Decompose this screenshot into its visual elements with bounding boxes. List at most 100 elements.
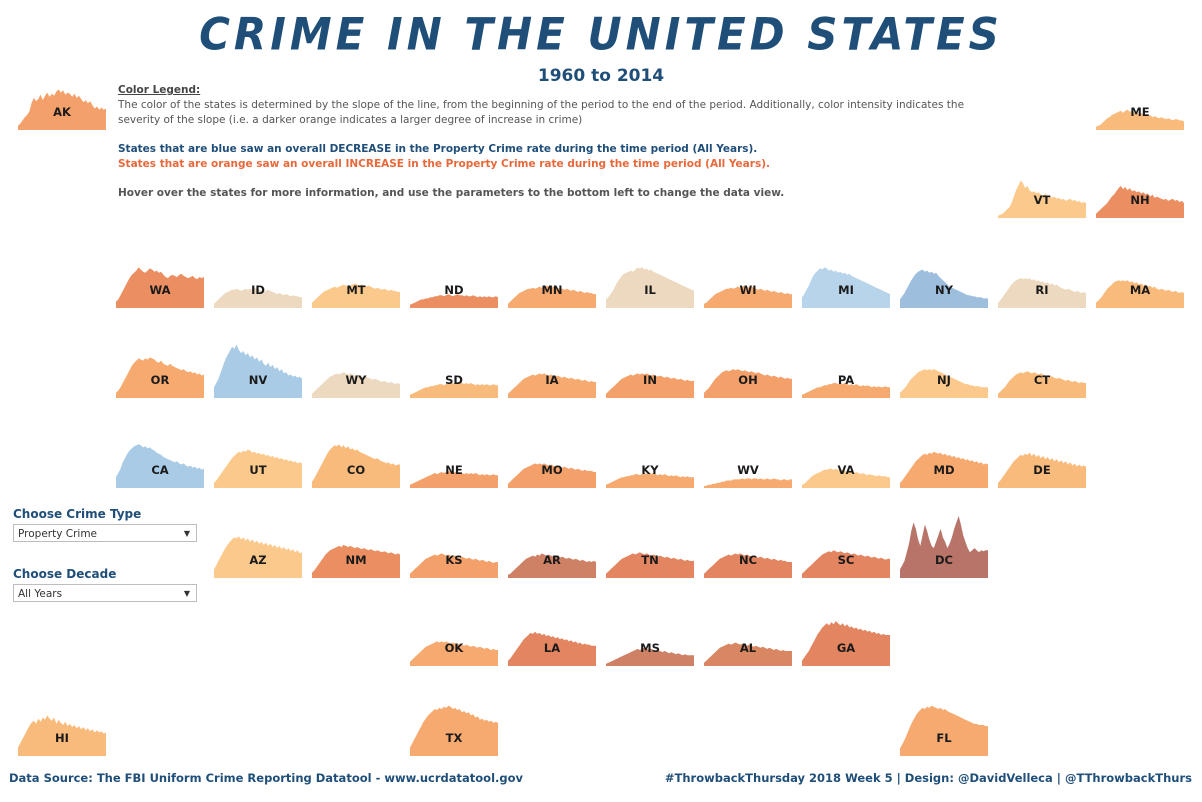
state-area-fl[interactable] <box>900 705 988 756</box>
state-tile-ia[interactable]: IA <box>508 373 596 398</box>
state-tile-tn[interactable]: TN <box>606 552 694 578</box>
state-tile-la[interactable]: LA <box>508 631 596 666</box>
state-tile-hi[interactable]: HI <box>18 715 106 756</box>
state-tile-mo[interactable]: MO <box>508 463 596 488</box>
state-area-mt[interactable] <box>312 283 400 308</box>
state-tile-ny[interactable]: NY <box>900 269 988 309</box>
state-area-nv[interactable] <box>214 344 302 398</box>
state-tile-ks[interactable]: KS <box>410 553 498 578</box>
state-tile-ms[interactable]: MS <box>606 641 694 666</box>
state-area-vt[interactable] <box>998 180 1086 218</box>
state-tile-mi[interactable]: MI <box>802 267 890 308</box>
state-tile-nh[interactable]: NH <box>1096 185 1184 218</box>
state-tile-nd[interactable]: ND <box>410 283 498 308</box>
state-area-in[interactable] <box>606 373 694 398</box>
state-area-ok[interactable] <box>410 641 498 666</box>
state-tile-md[interactable]: MD <box>900 451 988 488</box>
state-area-nh[interactable] <box>1096 185 1184 218</box>
state-tile-wi[interactable]: WI <box>704 283 792 308</box>
state-tile-sc[interactable]: SC <box>802 550 890 578</box>
state-tile-id[interactable]: ID <box>214 283 302 308</box>
state-area-mi[interactable] <box>802 267 890 308</box>
state-area-or[interactable] <box>116 357 204 398</box>
state-area-ct[interactable] <box>998 371 1086 398</box>
state-area-tx[interactable] <box>410 705 498 756</box>
state-area-de[interactable] <box>998 452 1086 488</box>
state-area-sd[interactable] <box>410 382 498 398</box>
state-area-sc[interactable] <box>802 550 890 578</box>
state-area-mo[interactable] <box>508 463 596 488</box>
crime-type-select[interactable]: Property Crime ▼ <box>13 524 197 542</box>
state-tile-ky[interactable]: KY <box>606 463 694 488</box>
state-area-oh[interactable] <box>704 369 792 398</box>
state-tile-nc[interactable]: NC <box>704 553 792 578</box>
state-area-ne[interactable] <box>410 470 498 488</box>
state-tile-ct[interactable]: CT <box>998 371 1086 398</box>
state-area-ar[interactable] <box>508 553 596 578</box>
state-tile-nj[interactable]: NJ <box>900 369 988 398</box>
state-area-wv[interactable] <box>704 478 792 488</box>
state-area-az[interactable] <box>214 536 302 578</box>
state-area-ma[interactable] <box>1096 280 1184 308</box>
state-area-ga[interactable] <box>802 621 890 666</box>
state-area-ri[interactable] <box>998 278 1086 308</box>
state-tile-mt[interactable]: MT <box>312 283 400 308</box>
state-area-ks[interactable] <box>410 553 498 578</box>
state-tile-pa[interactable]: PA <box>802 373 890 398</box>
state-tile-in[interactable]: IN <box>606 373 694 398</box>
state-tile-ar[interactable]: AR <box>508 553 596 578</box>
state-area-id[interactable] <box>214 287 302 308</box>
state-area-ut[interactable] <box>214 449 302 489</box>
state-tile-nv[interactable]: NV <box>214 344 302 398</box>
state-tile-tx[interactable]: TX <box>410 705 498 756</box>
state-tile-ak[interactable]: AK <box>18 89 106 130</box>
state-tile-ut[interactable]: UT <box>214 449 302 489</box>
state-tile-va[interactable]: VA <box>802 463 890 488</box>
state-area-pa[interactable] <box>802 383 890 398</box>
state-tile-ne[interactable]: NE <box>410 463 498 488</box>
state-tile-de[interactable]: DE <box>998 452 1086 488</box>
state-area-tn[interactable] <box>606 552 694 578</box>
state-tile-ca[interactable]: CA <box>116 444 204 488</box>
state-area-ky[interactable] <box>606 473 694 488</box>
state-area-me[interactable] <box>1096 109 1184 130</box>
state-area-la[interactable] <box>508 631 596 666</box>
decade-select[interactable]: All Years ▼ <box>13 584 197 602</box>
state-area-al[interactable] <box>704 642 792 667</box>
state-tile-il[interactable]: IL <box>606 267 694 308</box>
state-area-wy[interactable] <box>312 372 400 398</box>
state-tile-az[interactable]: AZ <box>214 536 302 578</box>
state-tile-me[interactable]: ME <box>1096 105 1184 130</box>
state-area-il[interactable] <box>606 267 694 308</box>
state-area-md[interactable] <box>900 451 988 488</box>
state-area-ny[interactable] <box>900 269 988 309</box>
state-tile-oh[interactable]: OH <box>704 369 792 398</box>
state-area-va[interactable] <box>802 468 890 488</box>
state-area-nc[interactable] <box>704 553 792 578</box>
state-tile-vt[interactable]: VT <box>998 180 1086 218</box>
state-area-nj[interactable] <box>900 369 988 398</box>
state-area-hi[interactable] <box>18 715 106 756</box>
state-tile-ma[interactable]: MA <box>1096 280 1184 308</box>
state-area-co[interactable] <box>312 444 400 488</box>
state-area-wi[interactable] <box>704 285 792 308</box>
state-tile-fl[interactable]: FL <box>900 705 988 756</box>
state-area-ia[interactable] <box>508 373 596 398</box>
state-tile-wy[interactable]: WY <box>312 372 400 398</box>
state-tile-dc[interactable]: DC <box>900 516 988 578</box>
state-tile-al[interactable]: AL <box>704 641 792 666</box>
state-area-wa[interactable] <box>116 267 204 308</box>
state-tile-wv[interactable]: WV <box>704 463 792 488</box>
state-area-ak[interactable] <box>18 89 106 130</box>
state-area-ca[interactable] <box>116 444 204 488</box>
state-area-mn[interactable] <box>508 285 596 308</box>
state-tile-co[interactable]: CO <box>312 444 400 488</box>
state-tile-wa[interactable]: WA <box>116 267 204 308</box>
state-area-ms[interactable] <box>606 647 694 666</box>
state-area-nm[interactable] <box>312 544 400 578</box>
state-tile-nm[interactable]: NM <box>312 544 400 578</box>
state-area-nd[interactable] <box>410 294 498 308</box>
state-tile-mn[interactable]: MN <box>508 283 596 308</box>
state-tile-ga[interactable]: GA <box>802 621 890 666</box>
state-area-dc[interactable] <box>900 516 988 578</box>
